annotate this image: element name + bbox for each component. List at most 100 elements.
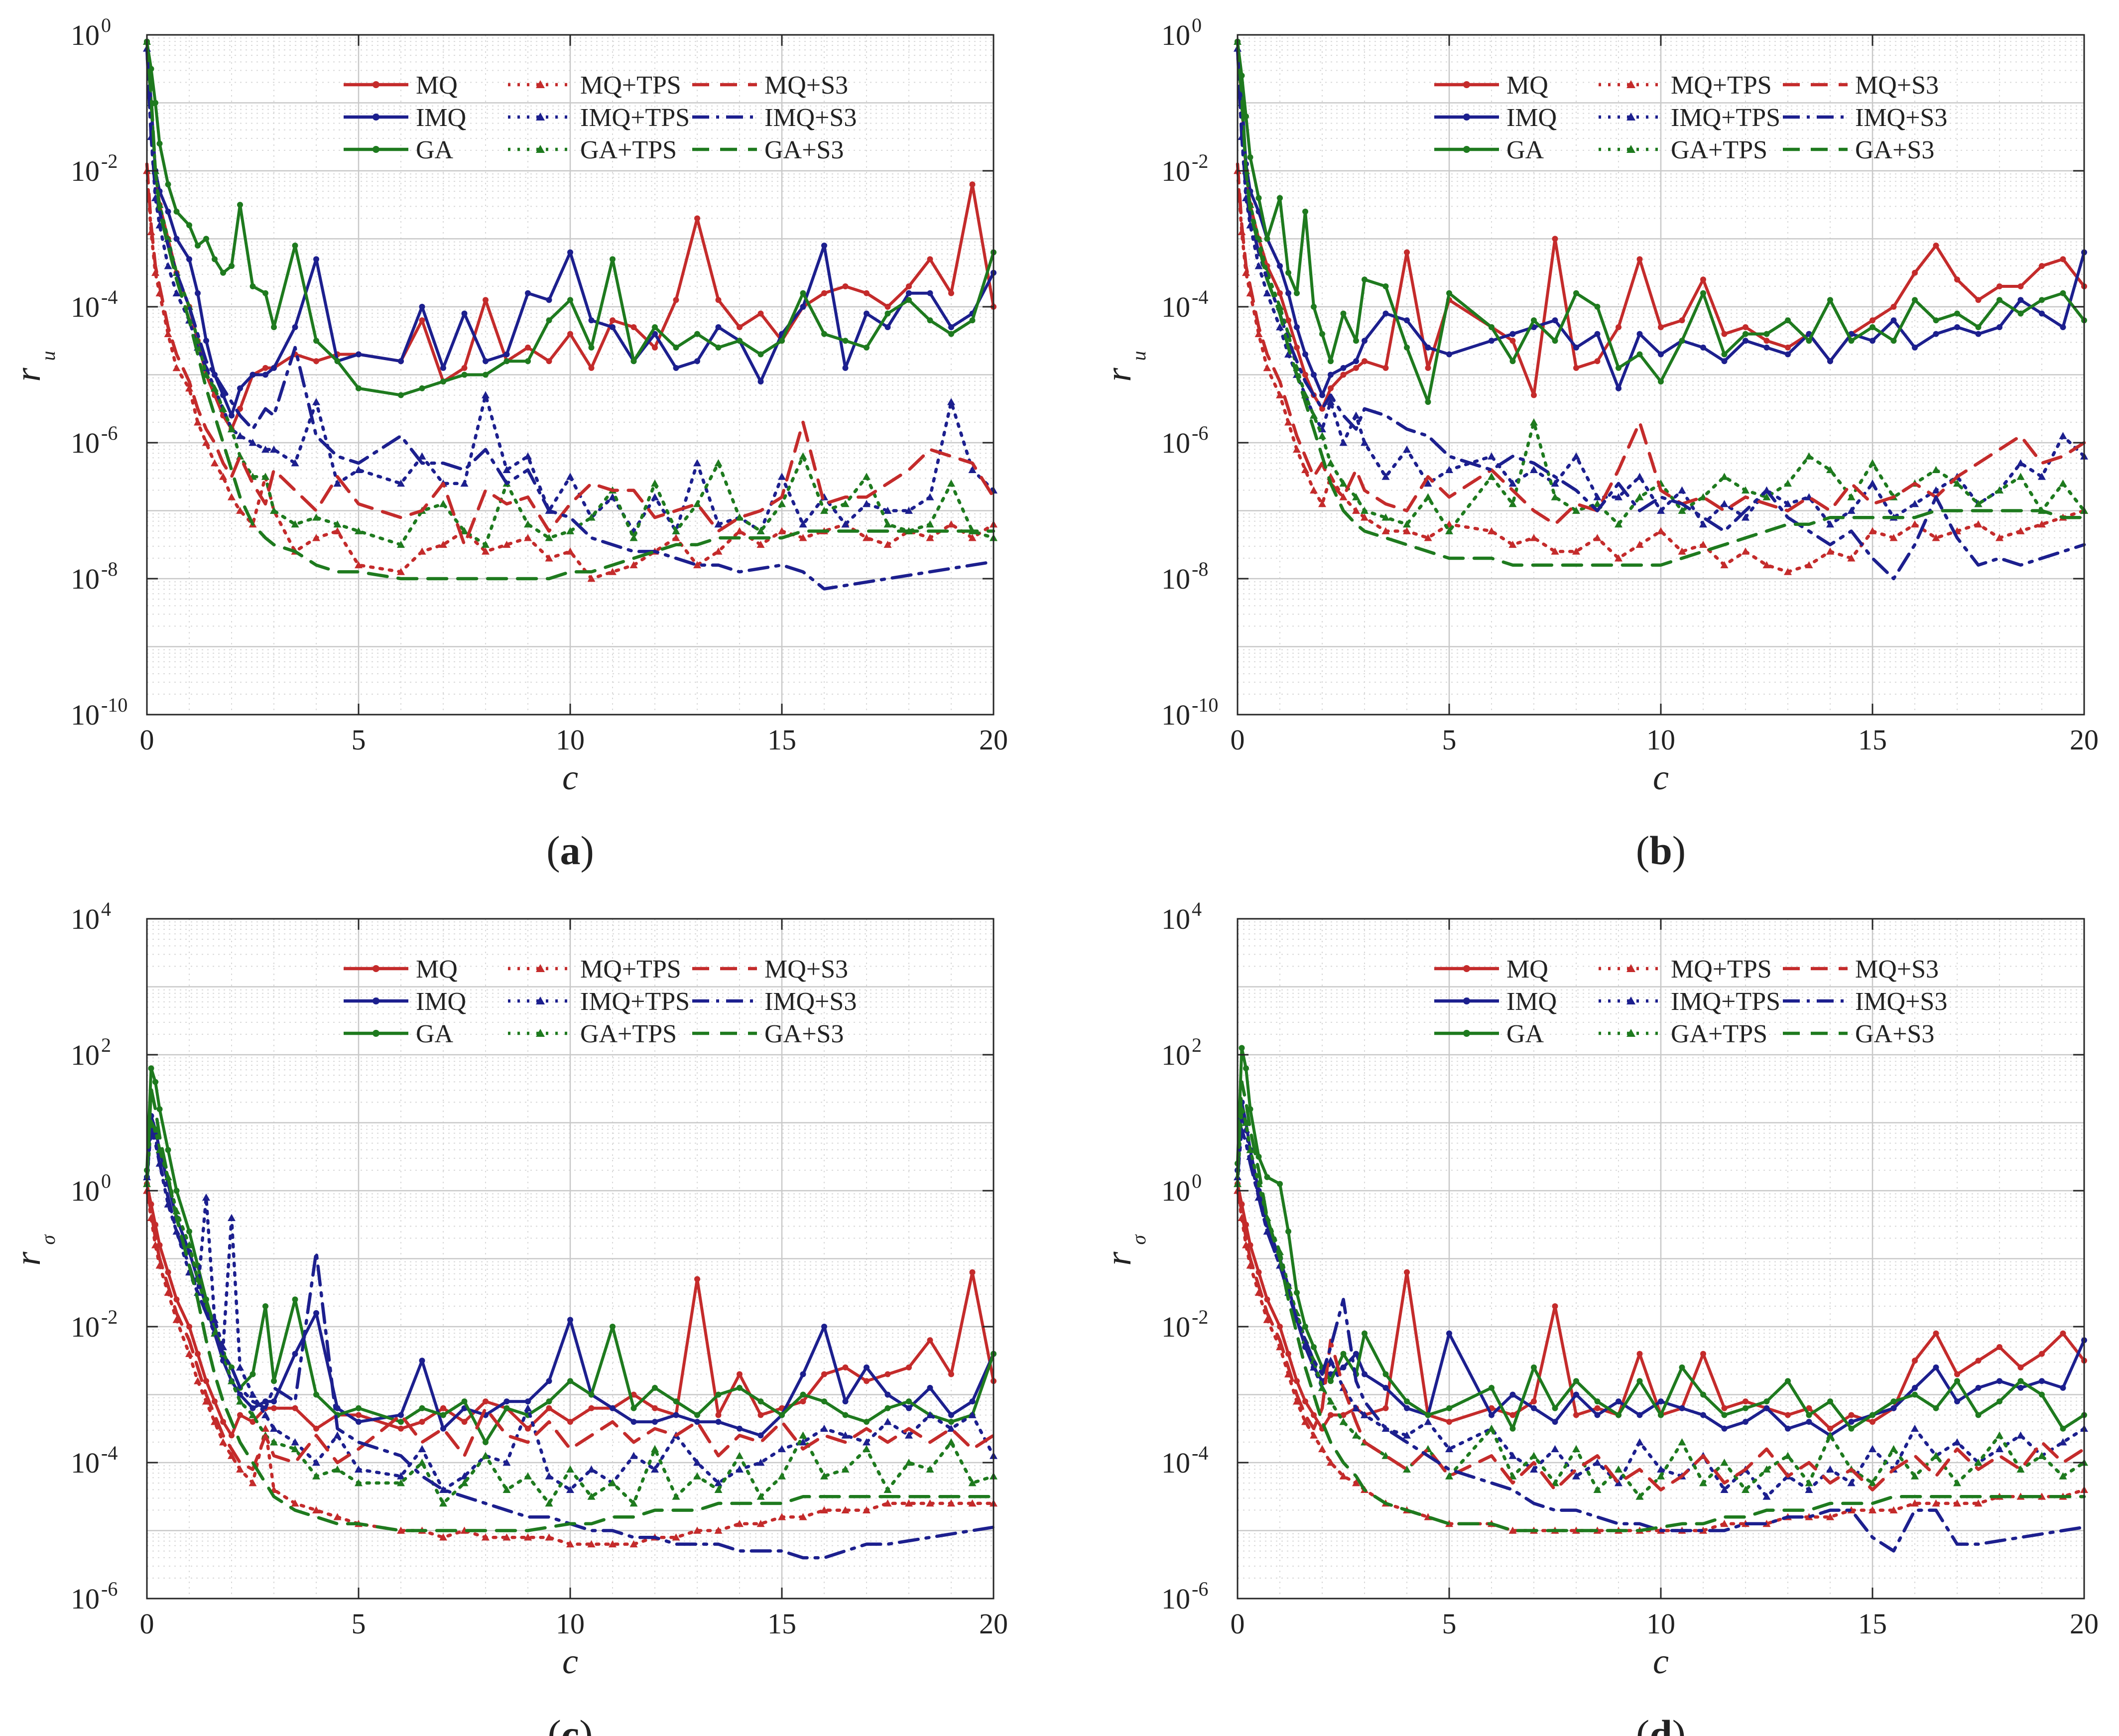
data-point: [1636, 351, 1643, 358]
legend: MQ MQ+TPS MQ+S3 IMQ IMQ+TPS IMQ+S3 GA GA+TPS GA+…: [344, 71, 857, 164]
data-point: [186, 1228, 192, 1235]
data-point: [1869, 1506, 1876, 1513]
data-point: [1995, 1431, 2003, 1439]
data-point: [1425, 365, 1431, 371]
data-point: [461, 1419, 468, 1425]
data-point: [203, 1378, 209, 1384]
data-point: [1353, 365, 1359, 371]
data-point: [1679, 317, 1685, 324]
legend-marker: [1626, 145, 1635, 153]
data-point: [503, 351, 510, 358]
data-point: [2017, 1364, 2024, 1370]
data-point: [2016, 1465, 2025, 1473]
data-point: [2060, 256, 2066, 262]
data-point: [841, 1465, 850, 1473]
y-tick-exponent: -4: [101, 1442, 118, 1464]
data-point: [610, 317, 616, 324]
data-point: [1721, 1425, 1728, 1432]
data-point: [1263, 1316, 1271, 1323]
data-point: [1446, 1330, 1452, 1337]
legend-marker: [373, 1030, 379, 1037]
data-point: [1318, 499, 1326, 507]
data-point: [672, 534, 680, 541]
data-point: [1318, 1445, 1326, 1453]
data-point: [2039, 310, 2045, 317]
legend-label: GA+S3: [1855, 1020, 1934, 1048]
data-point: [1996, 1398, 2002, 1405]
data-point: [1975, 331, 1982, 337]
data-point: [546, 358, 552, 365]
data-point: [842, 1412, 849, 1418]
data-point: [440, 1425, 446, 1432]
data-point: [211, 384, 219, 392]
data-point: [1340, 1364, 1347, 1370]
data-point: [398, 358, 404, 365]
data-point: [779, 338, 785, 344]
data-point: [1826, 547, 1834, 555]
data-point: [1805, 1479, 1813, 1487]
data-point: [799, 534, 807, 541]
data-point: [1593, 534, 1602, 541]
panel-caption: (c): [547, 1712, 593, 1736]
data-point: [1446, 1419, 1452, 1425]
data-point: [566, 1465, 574, 1473]
data-point: [186, 222, 192, 229]
data-point: [1657, 506, 1665, 514]
data-point: [195, 1351, 201, 1357]
data-point: [1361, 506, 1369, 514]
data-point: [356, 385, 362, 391]
data-point: [1277, 1324, 1283, 1330]
x-tick-label: 15: [1858, 1608, 1887, 1640]
x-tick-label: 0: [1231, 1608, 1245, 1640]
legend-label: MQ+TPS: [1671, 955, 1772, 984]
data-point: [737, 1425, 743, 1432]
data-point: [778, 1513, 786, 1520]
data-point: [1353, 338, 1359, 344]
data-point: [1489, 1384, 1495, 1391]
data-point: [948, 290, 954, 296]
legend-marker: [1626, 996, 1635, 1004]
data-point: [333, 527, 342, 534]
y-tick-exponent: 4: [1192, 898, 1202, 920]
series-line-mq-s3: [1236, 162, 2086, 526]
data-point: [715, 297, 722, 303]
data-point: [1362, 358, 1368, 365]
data-point: [1995, 534, 2003, 541]
data-point: [313, 1425, 319, 1432]
data-point: [165, 181, 171, 188]
data-point: [1328, 385, 1334, 391]
data-point: [841, 499, 850, 507]
series-line-imq-s3: [1236, 47, 2086, 581]
legend-label: MQ+TPS: [1671, 71, 1772, 100]
legend-label: GA: [416, 1020, 454, 1048]
data-point: [1848, 338, 1855, 344]
data-point: [1616, 385, 1621, 391]
data-point: [884, 1371, 891, 1377]
data-point: [1658, 1398, 1664, 1405]
data-point: [1762, 1465, 1771, 1473]
data-point: [2059, 1472, 2067, 1480]
data-point: [673, 1398, 679, 1405]
data-point: [799, 452, 807, 460]
data-point: [1294, 1378, 1300, 1384]
data-point: [906, 1364, 912, 1370]
data-point: [1302, 351, 1308, 358]
data-point: [172, 1316, 181, 1323]
data-point: [757, 310, 764, 317]
data-point: [236, 432, 244, 439]
x-tick-label: 15: [1858, 724, 1887, 756]
data-point: [1382, 1405, 1389, 1411]
data-point: [567, 331, 573, 337]
data-point: [1572, 1445, 1580, 1453]
series-line-ga-s3: [145, 1087, 996, 1532]
data-point: [1805, 561, 1813, 569]
data-point: [1784, 568, 1792, 575]
data-point: [652, 344, 658, 351]
x-tick-label: 20: [2070, 724, 2099, 756]
data-point: [397, 479, 405, 487]
data-point: [1743, 1405, 1748, 1411]
data-point: [440, 1405, 446, 1411]
data-point: [672, 1492, 680, 1500]
legend-marker: [1626, 80, 1635, 88]
data-point: [546, 1378, 552, 1384]
